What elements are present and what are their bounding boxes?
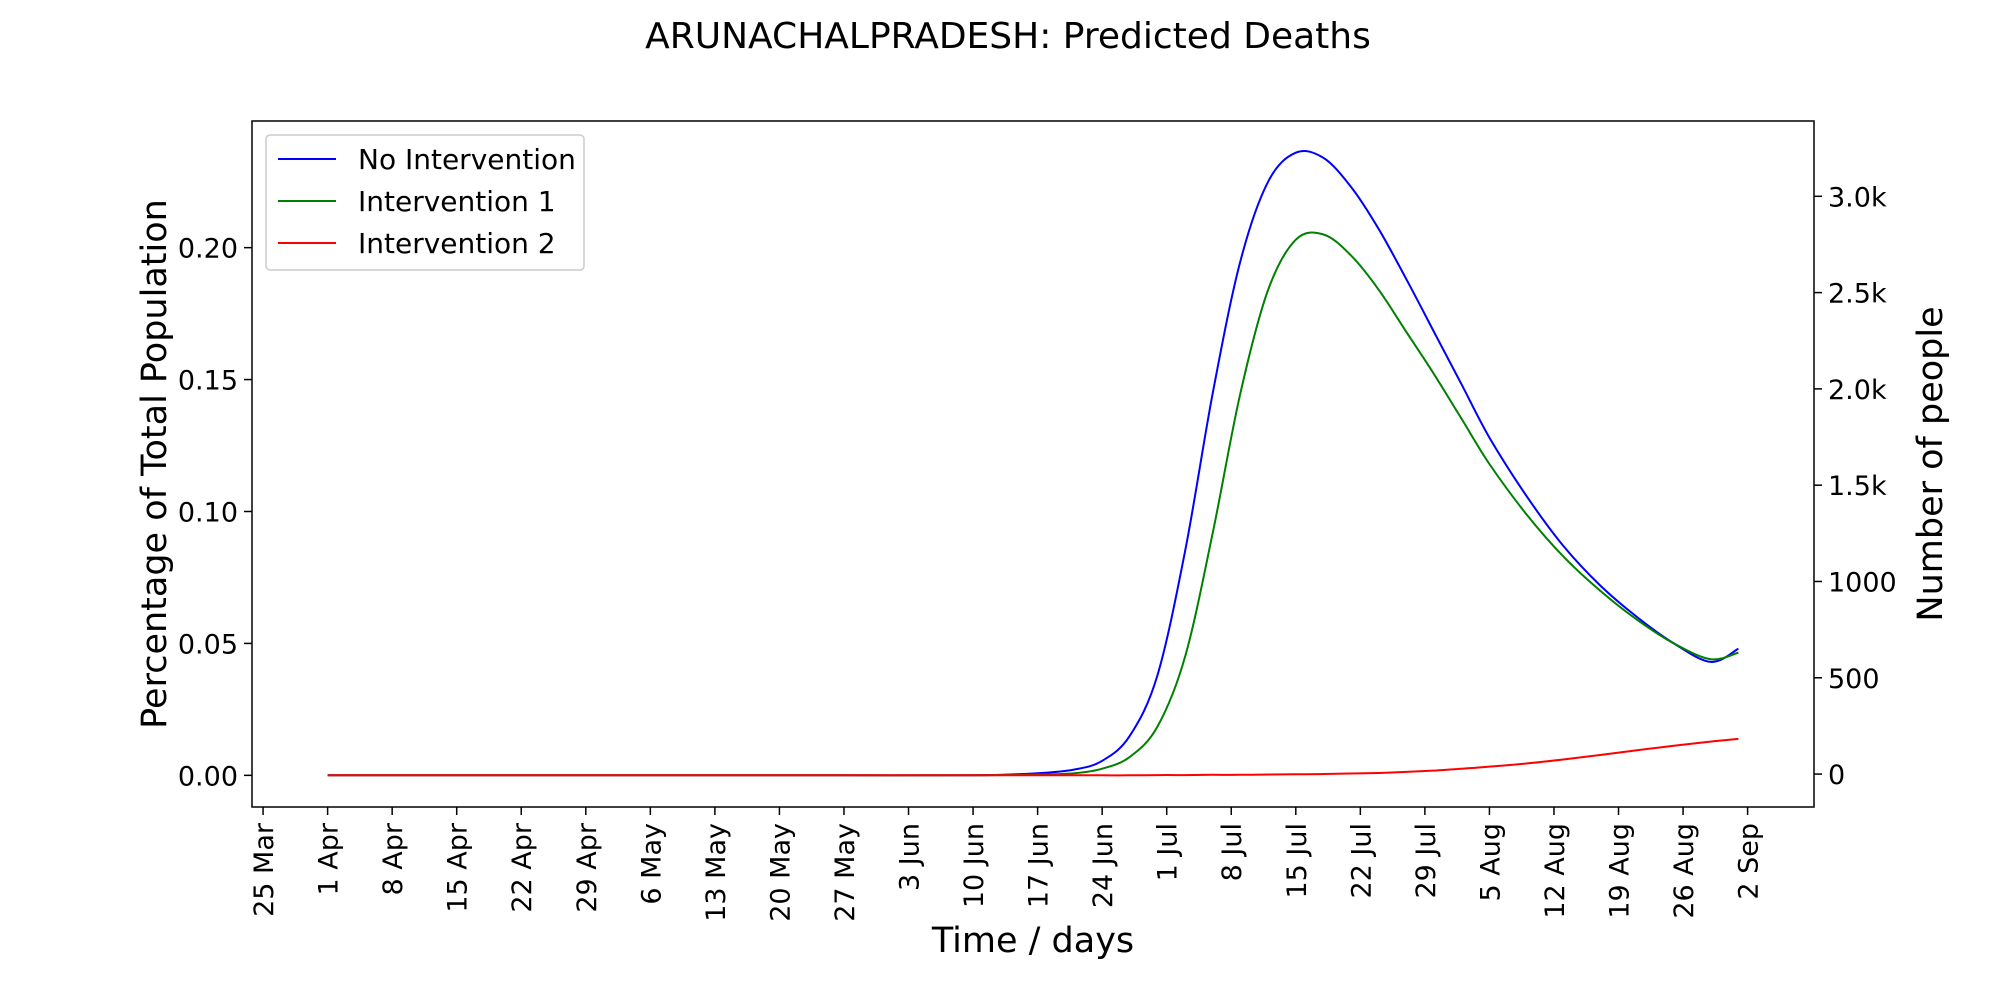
x-tick-label: 8 Jul <box>1217 823 1248 881</box>
x-tick-label: 22 Jul <box>1346 823 1377 899</box>
legend: No Intervention Intervention 1 Interventio… <box>265 134 585 271</box>
y2-tick-label: 0 <box>1828 760 1845 791</box>
x-tick-label: 12 Aug <box>1540 823 1571 919</box>
y-axis-title: Percentage of Total Population <box>135 199 175 729</box>
y2-tick-label: 1.5k <box>1828 471 1887 502</box>
y2-tick-label: 500 <box>1828 664 1880 695</box>
x-tick-label: 10 Jun <box>959 823 990 908</box>
x-tick-label: 26 Aug <box>1669 823 1700 919</box>
x-tick-label: 22 Apr <box>507 822 538 913</box>
x-tick-label: 2 Sep <box>1734 823 1765 900</box>
y-axis-left: 0.00 0.05 0.10 0.15 0.20 <box>178 234 252 792</box>
x-tick-label: 20 May <box>765 823 796 922</box>
y-axis-right: 0 500 1000 1.5k 2.0k 2.5k 3.0k <box>1814 182 1897 791</box>
x-tick-label: 29 Jul <box>1411 823 1442 899</box>
x-tick-label: 29 Apr <box>572 822 603 913</box>
y2-tick-label: 3.0k <box>1828 182 1887 213</box>
series-line-3 <box>327 737 1739 777</box>
plot-frame <box>251 120 1815 808</box>
x-tick-label: 3 Jun <box>895 823 926 891</box>
x-tick-label: 1 Jul <box>1153 823 1184 881</box>
x-tick-label: 17 Jun <box>1024 823 1055 908</box>
x-tick-label: 24 Jun <box>1088 823 1119 908</box>
chart-title: ARUNACHALPRADESH: Predicted Deaths <box>645 16 1371 57</box>
y2-tick-label: 1000 <box>1828 567 1897 598</box>
x-tick-label: 13 May <box>701 823 732 922</box>
legend-label: Intervention 1 <box>358 185 556 218</box>
x-tick-label: 6 May <box>636 823 667 905</box>
y-tick-label: 0.00 <box>178 761 238 792</box>
x-tick-label: 15 Jul <box>1282 823 1313 899</box>
x-tick-label: 5 Aug <box>1475 823 1506 901</box>
y-tick-label: 0.15 <box>178 366 238 397</box>
y-tick-label: 0.05 <box>178 629 238 660</box>
x-tick-label: 15 Apr <box>443 822 474 913</box>
y-tick-label: 0.10 <box>178 497 238 528</box>
y2-tick-label: 2.5k <box>1828 279 1887 310</box>
x-tick-label: 1 Apr <box>314 822 345 895</box>
x-axis: 25 Mar 1 Apr 8 Apr 15 Apr 22 Apr 29 Apr 6 May 1… <box>249 807 1765 922</box>
x-tick-label: 27 May <box>830 823 861 922</box>
y2-axis-title: Number of people <box>1911 306 1951 621</box>
x-tick-label: 19 Aug <box>1605 823 1636 919</box>
x-tick-label: 8 Apr <box>378 822 409 895</box>
x-axis-title: Time / days <box>931 921 1134 961</box>
legend-label: Intervention 2 <box>358 227 556 260</box>
y-tick-label: 0.20 <box>178 234 238 265</box>
y2-tick-label: 2.0k <box>1828 375 1887 406</box>
series-lines <box>327 150 1739 777</box>
legend-label: No Intervention <box>358 143 576 176</box>
series-line-2 <box>327 231 1739 777</box>
legend-box <box>265 134 585 271</box>
x-tick-label: 25 Mar <box>249 822 280 917</box>
